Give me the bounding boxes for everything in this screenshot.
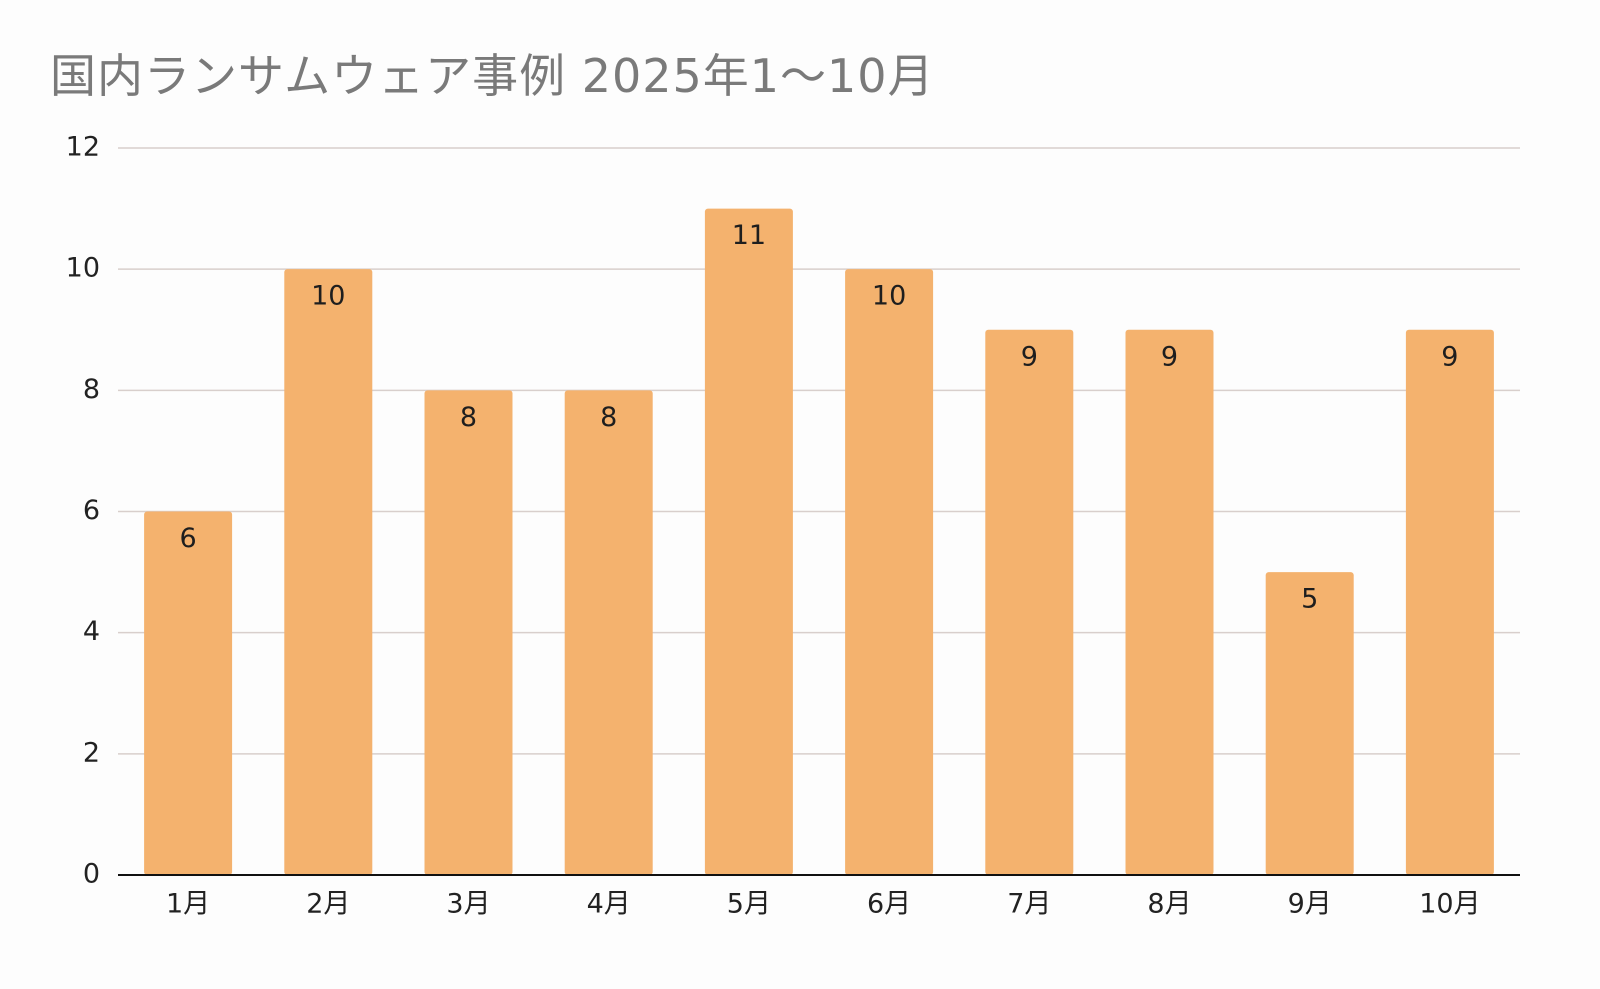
data-label: 5 (1301, 584, 1318, 615)
x-tick-label: 8月 (1147, 889, 1191, 920)
y-tick-label: 4 (83, 616, 100, 647)
data-label: 11 (732, 220, 766, 251)
x-tick-label: 1月 (166, 889, 210, 920)
bar (1405, 329, 1494, 875)
y-tick-label: 2 (83, 737, 100, 768)
bar (845, 269, 934, 876)
data-label: 9 (1161, 341, 1178, 372)
bar (424, 390, 513, 875)
x-tick-label: 5月 (727, 889, 771, 920)
bar (564, 390, 653, 875)
data-label: 8 (460, 402, 477, 433)
data-label: 9 (1441, 341, 1458, 372)
data-label: 10 (872, 281, 906, 312)
chart-title: 国内ランサムウェア事例 2025年1〜10月 (50, 49, 935, 103)
x-tick-label: 7月 (1007, 889, 1051, 920)
bar (985, 329, 1074, 875)
data-label: 8 (600, 402, 617, 433)
bar (1265, 572, 1354, 875)
x-tick-label: 9月 (1288, 889, 1332, 920)
x-tick-label: 2月 (306, 889, 350, 920)
bar (284, 269, 373, 876)
bar (1125, 329, 1214, 875)
bar (704, 208, 793, 876)
y-tick-label: 12 (66, 132, 100, 163)
y-tick-label: 8 (83, 374, 100, 405)
data-label: 10 (311, 281, 345, 312)
y-tick-label: 6 (83, 495, 100, 526)
y-tick-label: 10 (66, 253, 100, 284)
x-tick-label: 6月 (867, 889, 911, 920)
y-tick-label: 0 (83, 859, 100, 890)
bar (144, 511, 233, 875)
x-tick-label: 10月 (1419, 889, 1480, 920)
x-tick-label: 3月 (446, 889, 490, 920)
data-label: 9 (1021, 341, 1038, 372)
x-tick-label: 4月 (587, 889, 631, 920)
data-label: 6 (180, 523, 197, 554)
